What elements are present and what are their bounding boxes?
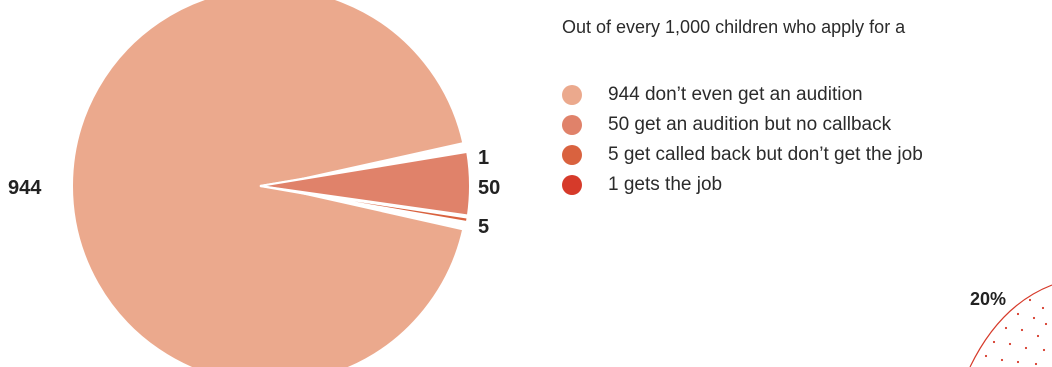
legend-item-called-back: 5 get called back but don’t get the job (562, 140, 923, 170)
pie-slices (71, 0, 471, 367)
legend-item-no-callback: 50 get an audition but no callback (562, 110, 923, 140)
legend-item-no-audition: 944 don’t even get an audition (562, 80, 923, 110)
chart-legend: 944 don’t even get an audition 50 get an… (562, 80, 923, 200)
legend-dot-icon (562, 115, 582, 135)
slice-label-1: 1 (478, 147, 489, 169)
legend-dot-icon (562, 85, 582, 105)
slice-label-944: 944 (8, 177, 42, 199)
legend-dot-icon (562, 175, 582, 195)
legend-label: 1 gets the job (608, 174, 723, 195)
pie-slice-50 (259, 150, 471, 217)
slice-label-50: 50 (478, 177, 500, 199)
legend-item-gets-job: 1 gets the job (562, 170, 923, 200)
legend-label: 5 get called back but don’t get the job (608, 144, 923, 165)
pie-slice-5 (259, 185, 469, 224)
pie-slice-944 (71, 0, 465, 367)
legend-dot-icon (562, 145, 582, 165)
intro-text: Out of every 1,000 children who apply fo… (562, 17, 906, 37)
legend-label: 944 don’t even get an audition (608, 84, 863, 105)
legend-label: 50 get an audition but no callback (608, 114, 892, 135)
slice-label-5: 5 (478, 216, 489, 238)
